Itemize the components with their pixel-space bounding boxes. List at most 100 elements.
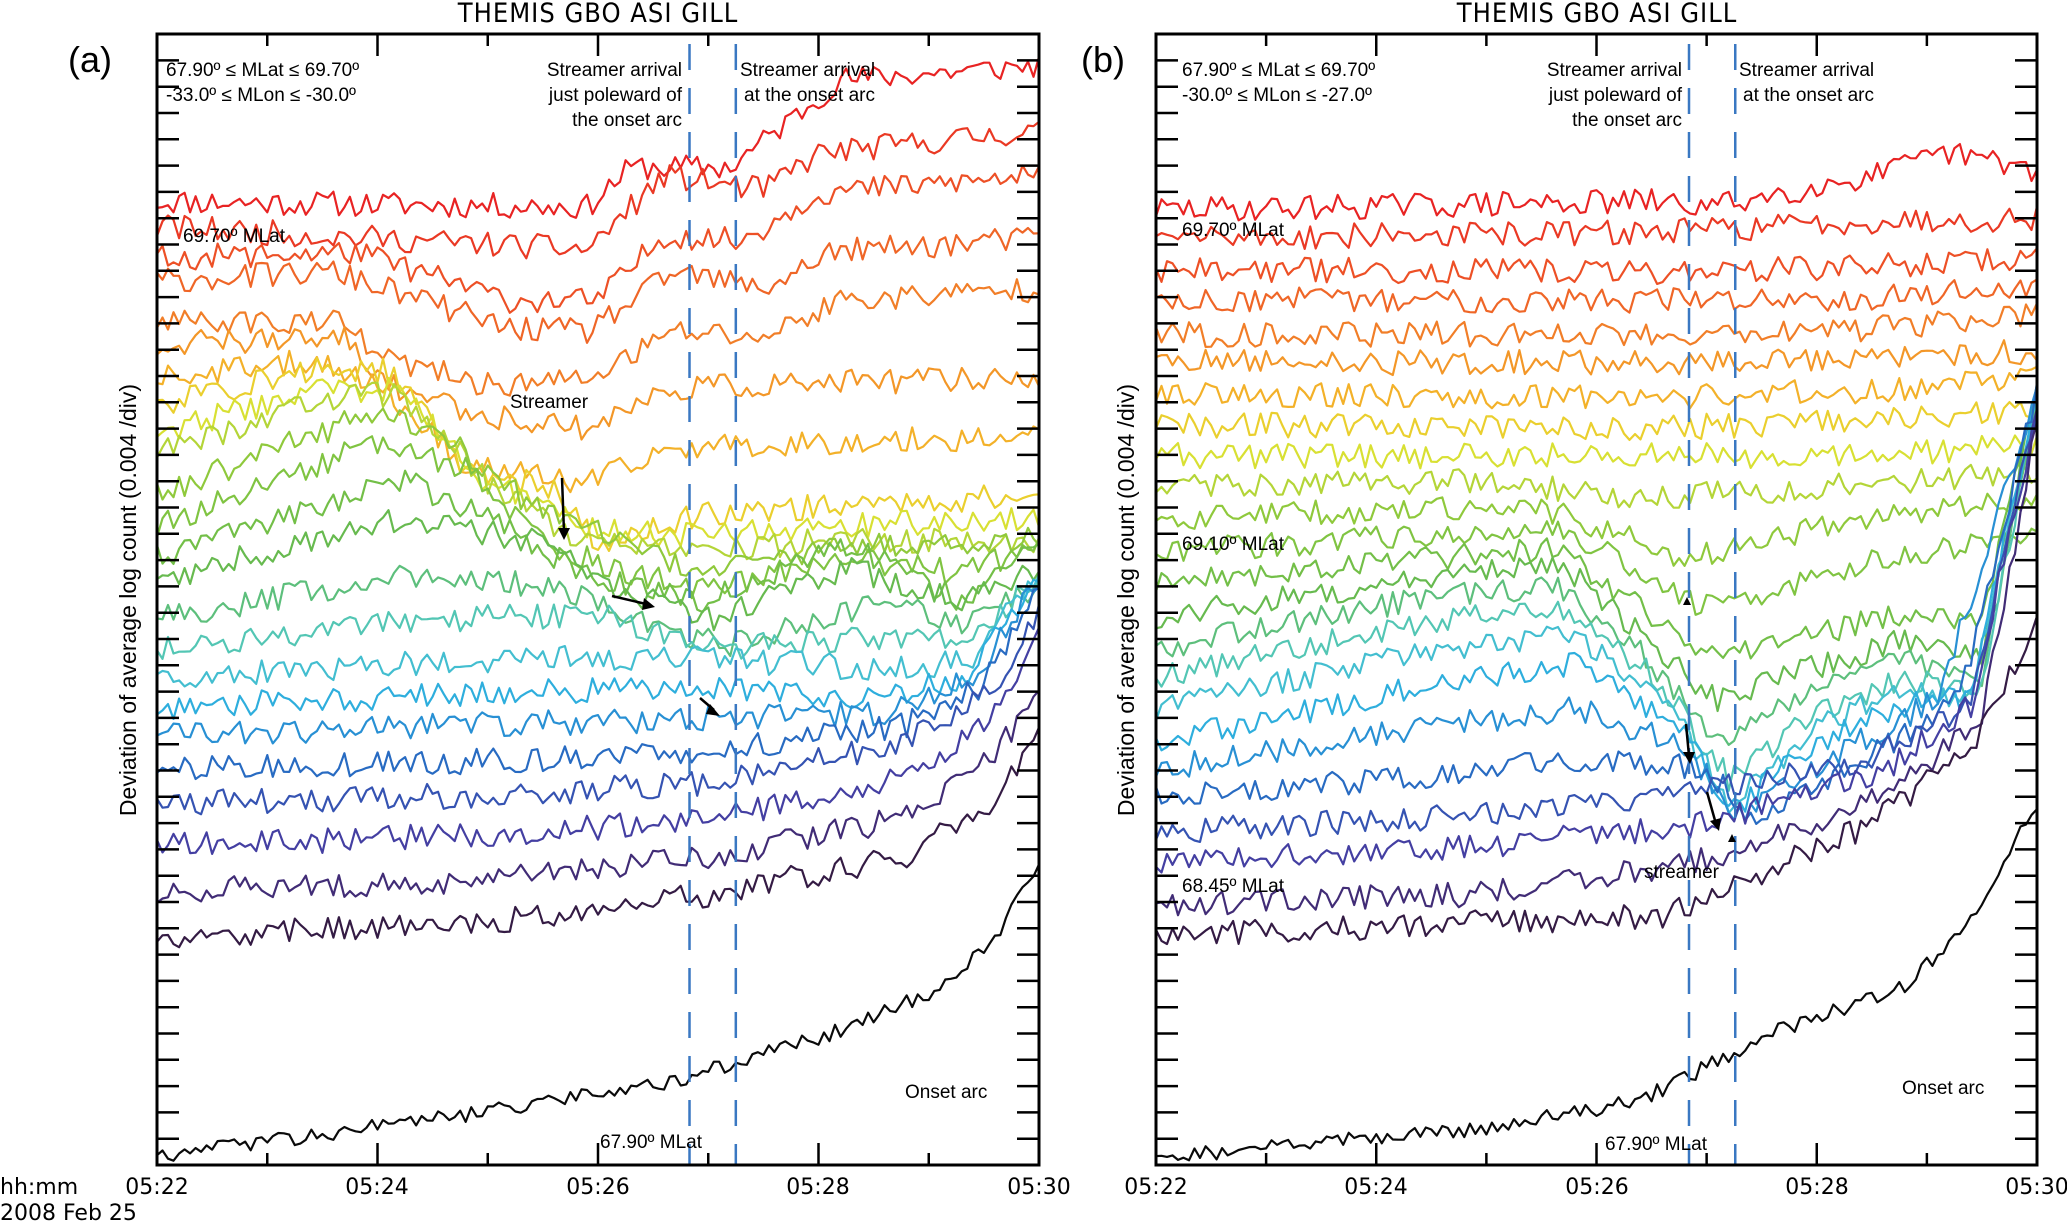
x-tick-label: 05:24 [1344, 1175, 1407, 1200]
series-line [156, 574, 1040, 688]
series-line [1155, 339, 2038, 377]
series-line [1154, 365, 2038, 410]
series-line [1155, 520, 2038, 616]
series-line [1154, 384, 2039, 660]
panel-b-x-tick-labels: 05:22 05:24 05:26 05:28 05:30 [1124, 1175, 2067, 1200]
panel-b-region-lat: 67.90º ≤ MLat ≤ 69.70º [1182, 60, 1375, 81]
panel-b-label: (b) [1081, 39, 1125, 80]
series-line [156, 863, 1041, 1162]
series-line [155, 407, 1040, 577]
panel-b-top-lat-label: 69.70º MLat [1182, 220, 1285, 241]
arrowhead-icon [706, 704, 720, 716]
series-line [155, 627, 1041, 855]
panel-b-arrival-poleward-3: the onset arc [1572, 110, 1682, 131]
panel-a-arrival-onset-2: at the onset arc [744, 85, 875, 106]
series-line [1155, 400, 2039, 746]
arrow-icon [1684, 723, 1691, 757]
series-line [156, 603, 1041, 816]
arrowhead-icon [1683, 752, 1695, 764]
triangle-marker-icon [1683, 597, 1691, 605]
series-line [156, 689, 1040, 904]
series-line [1154, 247, 2038, 285]
date-label: 2008 Feb 25 [0, 1201, 137, 1225]
panel-a-region-lon: -33.0º ≤ MLon ≤ -30.0º [166, 85, 356, 106]
series-line [156, 164, 1040, 314]
panel-b-streamer-markers [1683, 597, 1736, 842]
series-line [155, 435, 1040, 600]
x-unit-label: hh:mm [0, 1175, 78, 1200]
series-line [1154, 302, 2038, 348]
series-line [155, 120, 1040, 260]
panel-b-region-lon: -30.0º ≤ MLon ≤ -27.0º [1182, 85, 1372, 106]
x-tick-label: 05:24 [345, 1175, 408, 1200]
panel-b-title: THEMIS GBO ASI GILL [1456, 0, 1738, 29]
panel-b-low-lat-label: 68.45º MLat [1182, 876, 1285, 897]
panel-a-frame [155, 32, 1041, 1167]
x-tick-label: 05:22 [125, 1175, 188, 1200]
x-tick-label: 05:30 [1007, 1175, 1070, 1200]
series-line [1155, 492, 2038, 567]
panel-b-streamer-label: streamer [1644, 862, 1720, 883]
series-line [156, 585, 1040, 745]
series-line [156, 226, 1040, 344]
series-line [156, 278, 1040, 397]
arrowhead-icon [1710, 818, 1721, 831]
series-line [1154, 402, 2039, 814]
series-line [156, 509, 1040, 632]
arrow-icon [611, 594, 647, 606]
panel-b-arrival-poleward-2: just poleward of [1548, 85, 1683, 106]
arrow-icon [1705, 791, 1718, 825]
series-line [1154, 386, 2039, 822]
x-tick-label: 05:28 [1785, 1175, 1848, 1200]
panel-a-arrival-poleward-1: Streamer arrival [547, 60, 682, 81]
panel-a-onset-arc-label: Onset arc [905, 1082, 987, 1103]
series-line [1155, 462, 2038, 509]
series-line [1154, 143, 2038, 222]
x-tick-label: 05:22 [1124, 1175, 1187, 1200]
panel-a-arrival-poleward-3: the onset arc [572, 110, 682, 131]
panel-a-traces [155, 56, 1041, 1162]
panel-a-x-tick-labels: 05:22 05:24 05:26 05:28 05:30 [125, 1175, 1070, 1200]
series-line [1155, 396, 2039, 792]
panel-a-region-lat: 67.90º ≤ MLat ≤ 69.70º [166, 60, 359, 81]
panel-b-traces [1154, 143, 2039, 1162]
panel-b-arrival-onset-1: Streamer arrival [1739, 60, 1874, 81]
panel-a-title: THEMIS GBO ASI GILL [457, 0, 739, 29]
series-line [1154, 401, 2039, 441]
panel-b-dashed-lines [1687, 44, 1737, 1165]
series-line [1154, 413, 2039, 843]
panel-b-arrival-onset-2: at the onset arc [1743, 85, 1874, 106]
series-line [156, 56, 1041, 219]
series-line [1155, 278, 2038, 314]
series-line [156, 326, 1040, 441]
series-line [1155, 808, 2038, 1162]
series-line [1155, 206, 2039, 250]
arrowhead-icon [642, 598, 655, 610]
panel-a-streamer-label: Streamer [510, 392, 589, 413]
arrow-icon [560, 477, 566, 533]
panel-b-onset-arc-label: Onset arc [1902, 1078, 1984, 1099]
series-line [1155, 615, 2039, 946]
panel-a-y-axis-label: Deviation of average log count (0.004 /d… [115, 384, 141, 816]
series-line [1155, 434, 2039, 470]
panel-a-bottom-lat-label: 67.90º MLat [600, 1132, 703, 1153]
triangle-marker-icon [1728, 834, 1736, 842]
series-line [156, 578, 1040, 720]
series-line [156, 381, 1041, 561]
panel-a-ticks [155, 34, 1041, 1165]
series-line [155, 469, 1040, 614]
panel-b-mid-lat-label: 69.10º MLat [1182, 534, 1285, 555]
panel-a-top-lat-label: 69.70º MLat [183, 226, 286, 247]
series-line [1155, 408, 2039, 874]
series-line [156, 356, 1040, 552]
panel-a-streamer-arrows [558, 477, 720, 716]
series-line [156, 349, 1040, 494]
panel-a: THEMIS GBO ASI GILL (a) Deviation of ave… [0, 0, 1071, 1225]
x-tick-label: 05:28 [786, 1175, 849, 1200]
panel-a-arrival-onset-1: Streamer arrival [740, 60, 875, 81]
x-tick-label: 05:26 [566, 1175, 629, 1200]
series-line [1154, 388, 2039, 813]
x-tick-label: 05:26 [1565, 1175, 1628, 1200]
panel-b-y-axis-label: Deviation of average log count (0.004 /d… [1113, 384, 1139, 816]
